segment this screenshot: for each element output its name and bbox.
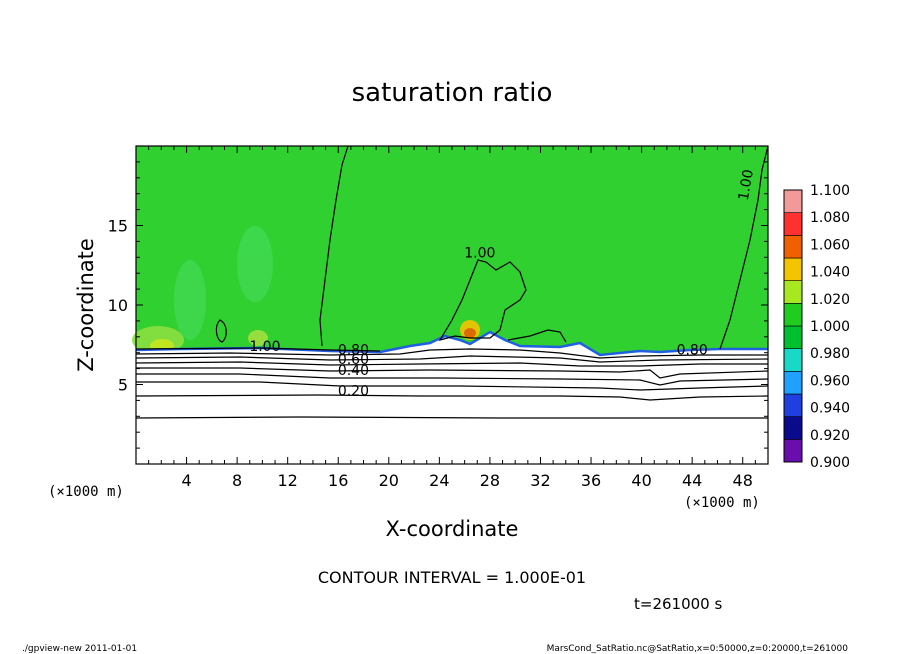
x-tick-label: 16 (328, 471, 348, 490)
contour-label: 1.00 (249, 339, 280, 355)
footer-left: ./gpview-new 2011-01-01 (22, 644, 137, 654)
contour-labels: 1.00 0.800.600.400.200.801.001.00 (249, 168, 757, 399)
colorbar-level-label: 1.080 (810, 210, 850, 226)
colorbar-swatch (783, 439, 803, 463)
contour-1.00-left (135, 347, 381, 352)
contour-0.50 (136, 367, 769, 379)
x-tick-label: 48 (733, 471, 753, 490)
field-patch (174, 260, 206, 340)
contour-0.30 (136, 381, 769, 391)
x-tick-label: 12 (278, 471, 298, 490)
field-patch (248, 330, 268, 346)
colorbar-swatch (783, 348, 803, 372)
colorbar-level-label: 0.920 (810, 428, 850, 444)
colorbar-swatch (783, 257, 803, 281)
dry-lower-region (136, 332, 768, 464)
contour-0.40 (136, 373, 769, 386)
y-tick-label: 15 (108, 217, 128, 236)
x-axis-ticks: 4 8 12 16 20 24 28 32 36 40 44 48 (148, 146, 756, 490)
contour-0.10 (135, 416, 768, 419)
footer-right: MarsCond_SatRatio.nc@SatRatio,x=0:50000,… (547, 644, 849, 654)
contour-0.70 (135, 355, 769, 363)
contour-0.60 (135, 361, 768, 367)
contour-label: 1.00 (736, 168, 757, 201)
x-tick-label: 20 (379, 471, 399, 490)
colorbar-level-label: 1.020 (810, 292, 850, 308)
colorbar-level-label: 1.040 (810, 265, 850, 281)
y-tick-label: 5 (118, 376, 128, 395)
contour-1.00-right (719, 145, 769, 350)
x-axis-title: X-coordinate (386, 517, 519, 541)
field-patch (464, 328, 476, 338)
colorbar-swatch (783, 280, 803, 304)
x-tick-label: 40 (631, 471, 651, 490)
colorbar-level-label: 0.940 (810, 401, 850, 417)
x-tick-label: 8 (232, 471, 242, 490)
colorbar-level-label: 0.960 (810, 373, 850, 389)
contour-label: 0.20 (338, 384, 369, 400)
colorbar-swatch (783, 303, 803, 327)
contour-interval-label: CONTOUR INTERVAL = 1.000E-01 (318, 568, 586, 587)
contour-1.00-bump (507, 329, 567, 343)
chart-title: saturation ratio (352, 78, 553, 108)
colorbar-swatch (783, 235, 803, 259)
x-unit-label-left: (×1000 m) (48, 484, 124, 500)
contour-0.20 (135, 394, 769, 401)
colorbar-swatch (783, 416, 803, 440)
x-tick-label: 44 (682, 471, 702, 490)
colorbar-swatch (783, 393, 803, 417)
colorbar-level-label: 1.060 (810, 237, 850, 253)
y-axis-title: Z-coordinate (74, 238, 98, 372)
colorbar-swatch (783, 325, 803, 349)
x-tick-label: 28 (480, 471, 500, 490)
colorbar-swatch (783, 371, 803, 395)
contour-label: 0.80 (677, 342, 708, 358)
interface-edge (135, 330, 768, 357)
contour-1.00-loop (215, 319, 227, 343)
colorbar-level-label: 1.100 (810, 183, 850, 199)
field-shading (132, 226, 480, 354)
colorbar-level-label: 0.980 (810, 346, 850, 362)
x-tick-label: 32 (530, 471, 550, 490)
x-unit-label-right: (×1000 m) (684, 495, 760, 511)
contour-lines (135, 145, 769, 419)
contour-1.00-boundary (319, 145, 349, 347)
colorbar: 0.900 0.920 0.940 0.960 0.980 1.000 1.020 1.040… (783, 183, 850, 471)
x-tick-label: 4 (181, 471, 191, 490)
colorbar-level-label: 1.000 (810, 319, 850, 335)
field-patch (237, 226, 273, 302)
y-axis-ticks: 5 10 15 (108, 161, 768, 449)
x-tick-label: 36 (581, 471, 601, 490)
colorbar-level-label: 0.900 (810, 455, 850, 471)
contour-label: 0.60 (338, 352, 369, 368)
colorbar-swatch (783, 189, 803, 213)
time-label: t=261000 s (634, 595, 722, 613)
contour-1.00-plume (438, 259, 527, 341)
contour-0.80 (135, 348, 768, 359)
plot-area: 1.00 0.800.600.400.200.801.001.00 (132, 145, 769, 465)
x-tick-label: 24 (429, 471, 449, 490)
colorbar-frame (783, 189, 803, 463)
colorbar-swatch (783, 212, 803, 236)
y-tick-label: 10 (108, 296, 128, 315)
contour-label: 0.40 (338, 363, 369, 379)
contour-label: 1.00 (464, 245, 495, 261)
contour-label: 0.80 (338, 342, 369, 358)
